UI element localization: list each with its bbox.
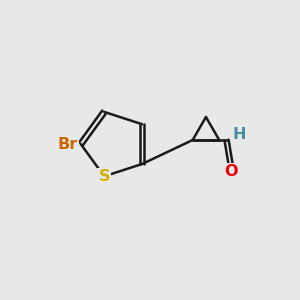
Text: S: S: [98, 169, 110, 184]
Text: O: O: [224, 164, 238, 179]
Text: Br: Br: [57, 136, 78, 152]
Text: H: H: [232, 127, 246, 142]
